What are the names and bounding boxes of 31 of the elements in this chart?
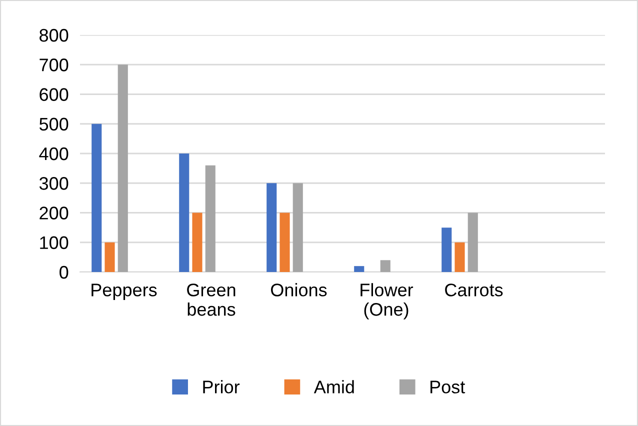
y-tick-label: 200 xyxy=(40,206,68,220)
y-tick-label: 700 xyxy=(40,58,68,72)
y-tick-label: 0 xyxy=(60,266,68,279)
bar xyxy=(442,228,452,272)
bar xyxy=(118,64,128,272)
y-tick-label: 600 xyxy=(40,88,68,101)
x-tick-label: Peppers xyxy=(92,284,157,300)
legend-label: Prior xyxy=(203,380,240,394)
x-tick-label: Onions xyxy=(271,283,327,296)
x-tick-label: Flower (One) xyxy=(360,283,414,320)
y-tick-label: 800 xyxy=(40,28,68,42)
y-tick-label: 100 xyxy=(40,236,68,250)
bar xyxy=(468,212,478,272)
bar xyxy=(354,266,364,272)
bar xyxy=(292,183,303,272)
bar xyxy=(266,183,277,272)
bar xyxy=(179,154,190,272)
bar xyxy=(380,260,390,272)
bar xyxy=(454,242,465,272)
bar xyxy=(92,124,102,272)
y-tick-label: 300 xyxy=(39,177,68,190)
bar xyxy=(205,165,216,272)
y-tick-label: 400 xyxy=(39,147,68,160)
bar xyxy=(280,212,290,272)
y-tick-label: 500 xyxy=(39,118,68,131)
legend-label: Amid xyxy=(314,380,354,394)
legend-label: Post xyxy=(430,380,466,394)
bar xyxy=(192,212,202,272)
bar xyxy=(104,242,115,272)
x-tick-label: Green beans xyxy=(187,284,236,316)
x-tick-label: Carrots xyxy=(445,284,503,296)
